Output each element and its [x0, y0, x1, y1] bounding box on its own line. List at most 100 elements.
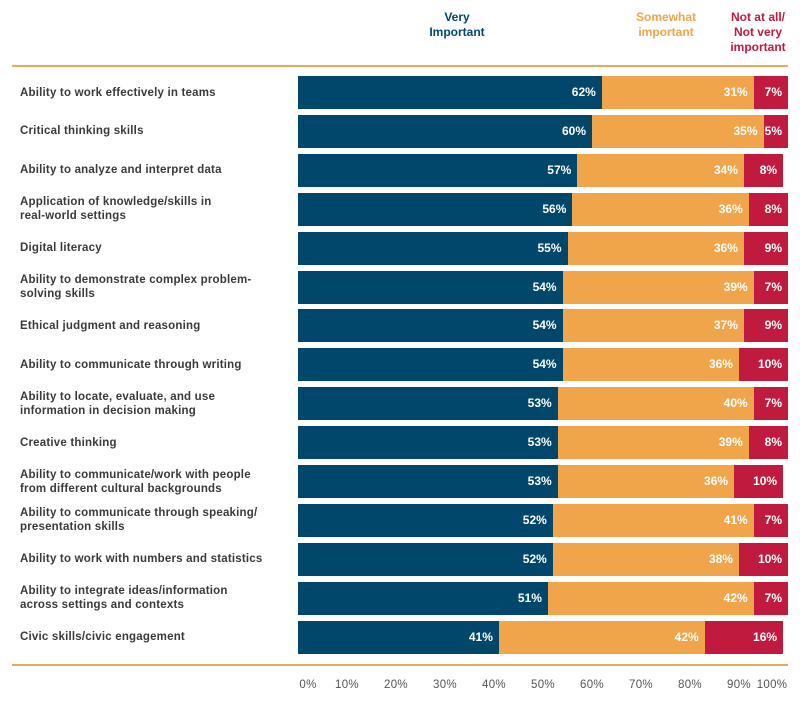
data-label: 51%: [517, 590, 542, 605]
data-label: 9%: [764, 318, 782, 333]
data-label: 56%: [542, 201, 567, 216]
category-label: Application of knowledge/skills in real-…: [20, 196, 212, 223]
bar-segment-somewhat-important: [562, 348, 739, 382]
bar-segment-very-important: [298, 426, 558, 460]
data-label: 42%: [723, 590, 748, 605]
data-label: 62%: [571, 85, 596, 99]
category-label: Ethical judgment and reasoning: [20, 319, 201, 332]
data-label: 57%: [547, 162, 572, 177]
bar-segment-very-important: [298, 465, 558, 498]
category-label: Civic skills/civic engagement: [20, 631, 185, 644]
bar-segment-not-important: [704, 620, 784, 654]
bar-segment-very-important: [298, 348, 563, 382]
data-label: 38%: [708, 551, 733, 566]
bar-segment-not-important: [748, 426, 788, 460]
bar-segment-somewhat-important: [552, 542, 739, 576]
legend-not-important: Not at all/ Not very important: [730, 10, 786, 54]
bar-segment-not-important: [763, 114, 788, 148]
data-label: 54%: [532, 318, 557, 333]
bar-segment-not-important: [743, 231, 788, 265]
x-tick-label: 30%: [433, 679, 457, 691]
data-label: 39%: [718, 435, 743, 450]
data-label: 8%: [759, 162, 778, 177]
bar-segment-not-important: [753, 387, 788, 421]
data-label: 5%: [764, 123, 782, 138]
bar-segment-very-important: [298, 231, 568, 265]
bar-segment-somewhat-important: [577, 153, 744, 187]
bar-segment-not-important: [743, 309, 788, 343]
bar-segment-very-important: [298, 387, 558, 421]
data-label: 7%: [764, 279, 782, 294]
bar-segment-very-important: [298, 620, 499, 654]
bar-segment-very-important: [298, 503, 553, 537]
x-tick-label: 80%: [678, 679, 702, 691]
data-label: 8%: [764, 201, 782, 216]
data-label: 54%: [532, 357, 557, 372]
data-label: 60%: [561, 123, 586, 138]
x-tick-label: 10%: [335, 679, 359, 691]
data-label: 9%: [764, 240, 782, 255]
data-label: 8%: [764, 435, 782, 450]
bar-segment-somewhat-important: [592, 114, 764, 148]
data-label: 7%: [764, 512, 782, 527]
x-tick-label: 60%: [580, 679, 604, 691]
data-label: 31%: [723, 85, 748, 99]
bar-segment-not-important: [753, 76, 788, 109]
bar-segment-somewhat-important: [557, 426, 749, 460]
data-label: 53%: [527, 435, 552, 450]
data-label: 7%: [764, 85, 782, 99]
data-label: 39%: [723, 279, 748, 294]
x-tick-label: 40%: [482, 679, 506, 691]
bar-segment-very-important: [298, 270, 563, 304]
bar-segment-somewhat-important: [557, 465, 735, 498]
data-label: 52%: [522, 512, 547, 527]
x-tick-label: 90%: [727, 679, 751, 691]
data-label: 34%: [713, 162, 738, 177]
data-label: 40%: [723, 396, 748, 411]
x-tick-label: 70%: [629, 679, 653, 691]
data-label: 54%: [532, 279, 557, 294]
data-label: 36%: [718, 201, 743, 216]
bottom-rule: [12, 664, 788, 666]
data-label: 7%: [764, 396, 782, 411]
data-label: 37%: [713, 318, 738, 333]
bar-segment-very-important: [298, 309, 563, 343]
data-label: 35%: [733, 123, 758, 138]
category-label: Ability to locate, evaluate, and use inf…: [20, 390, 216, 417]
bar-segment-not-important: [748, 192, 788, 226]
bar-segment-not-important: [739, 348, 788, 382]
x-tick-label: 50%: [531, 679, 555, 691]
x-tick-label: 20%: [384, 679, 408, 691]
bar-segment-not-important: [739, 542, 788, 576]
bar-segment-not-important: [753, 270, 788, 304]
data-label: 53%: [527, 396, 552, 411]
category-label: Ability to analyze and interpret data: [20, 164, 222, 177]
data-label: 41%: [468, 629, 493, 644]
category-label: Ability to demonstrate complex problem- …: [20, 274, 252, 300]
data-label: 10%: [757, 357, 782, 372]
data-label: 10%: [753, 474, 778, 488]
bar-segment-very-important: [298, 542, 553, 576]
category-label: Ability to communicate through writing: [20, 358, 242, 371]
bar-segment-somewhat-important: [562, 270, 754, 304]
bar-segment-somewhat-important: [562, 309, 744, 343]
bar-segment-very-important: [298, 76, 602, 109]
bar-segment-not-important: [753, 581, 788, 615]
category-label: Digital literacy: [20, 242, 102, 255]
data-label: 36%: [713, 240, 738, 255]
category-label: Critical thinking skills: [20, 125, 144, 138]
legend-very-important: Very Important: [429, 10, 485, 39]
data-label: 10%: [757, 551, 782, 566]
top-rule: [12, 65, 788, 67]
x-tick-label: 0%: [299, 679, 317, 691]
bar-segment-very-important: [298, 192, 573, 226]
bar-segment-somewhat-important: [567, 231, 744, 265]
bar-segment-somewhat-important: [601, 76, 754, 109]
bar-segment-not-important: [734, 465, 784, 498]
bar-segment-very-important: [298, 114, 592, 148]
data-label: 7%: [764, 590, 782, 605]
data-label: 42%: [674, 629, 699, 644]
category-label: Creative thinking: [20, 436, 117, 449]
bar-segment-very-important: [298, 581, 548, 615]
